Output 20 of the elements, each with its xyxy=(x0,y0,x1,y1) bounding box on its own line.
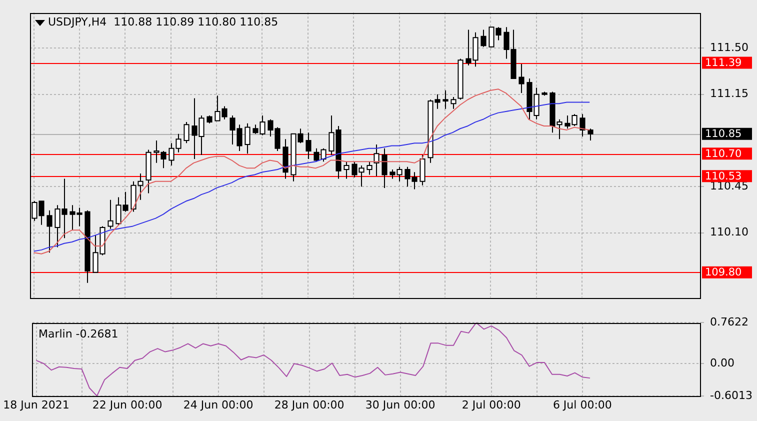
ref-line-label: 110.70 xyxy=(705,148,742,160)
ref-line-label: 109.80 xyxy=(705,266,742,279)
y-tick-label: 111.15 xyxy=(710,87,748,100)
y-tick-label: 0.00 xyxy=(710,356,734,370)
y-tick-label: -0.6013 xyxy=(710,388,752,402)
x-tick-label: 6 Jul 00:00 xyxy=(552,398,612,412)
y-tick-label: 110.10 xyxy=(710,226,748,239)
y-tick-label: 0.7622 xyxy=(710,315,748,328)
x-tick-label: 28 Jun 00:00 xyxy=(274,398,344,412)
chart-title: USDJPY,H4 110.88 110.89 110.80 110.85 xyxy=(48,15,278,28)
ref-line-label: 110.85 xyxy=(705,128,742,140)
text: Marlin -0.2681 xyxy=(38,327,118,340)
x-tick-label: 22 Jun 00:00 xyxy=(92,398,162,412)
ref-line-label: 110.53 xyxy=(705,170,742,182)
ref-line-label: 111.39 xyxy=(705,56,742,69)
y-tick-label: 111.50 xyxy=(710,41,748,54)
x-tick-label: 30 Jun 00:00 xyxy=(365,398,436,412)
x-tick-label: 2 Jul 00:00 xyxy=(462,398,521,412)
x-tick-label: 18 Jun 2021 xyxy=(3,398,70,412)
x-tick-label: 24 Jun 00:00 xyxy=(183,398,254,412)
